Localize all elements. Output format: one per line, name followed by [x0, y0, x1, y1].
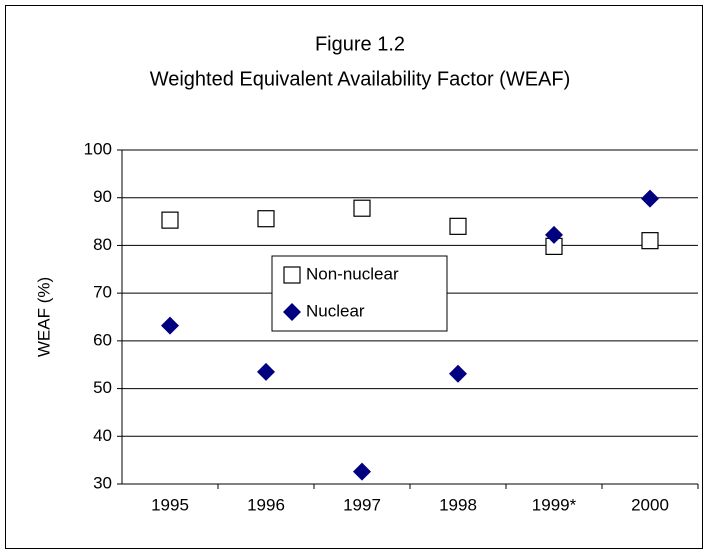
x-tick-label: 1996 — [247, 495, 285, 514]
data-point — [257, 362, 275, 381]
data-point — [257, 210, 275, 228]
y-tick-label: 30 — [93, 473, 112, 492]
legend-label: Non-nuclear — [306, 264, 399, 283]
data-point — [641, 232, 659, 250]
x-tick-label: 2000 — [631, 495, 669, 514]
y-tick-label: 40 — [93, 426, 112, 445]
legend-label: Nuclear — [306, 301, 365, 320]
data-point — [641, 189, 659, 208]
y-axis-label: WEAF (%) — [34, 277, 53, 357]
data-point — [353, 462, 371, 481]
chart-title: Figure 1.2 — [315, 33, 405, 55]
chart-subtitle: Weighted Equivalent Availability Factor … — [150, 68, 571, 90]
legend-box — [271, 255, 448, 332]
x-tick-label: 1998 — [439, 495, 477, 514]
y-tick-label: 90 — [93, 187, 112, 206]
x-tick-label: 1999* — [532, 495, 577, 514]
legend-marker — [283, 266, 301, 284]
y-tick-label: 70 — [93, 283, 112, 302]
y-tick-label: 80 — [93, 235, 112, 254]
y-tick-label: 50 — [93, 378, 112, 397]
data-point — [449, 217, 467, 235]
data-point — [449, 364, 467, 383]
data-point — [353, 199, 371, 217]
x-tick-label: 1997 — [343, 495, 381, 514]
x-tick-label: 1995 — [151, 495, 189, 514]
data-point — [545, 225, 563, 244]
data-point — [161, 316, 179, 335]
y-tick-label: 100 — [84, 139, 112, 158]
y-tick-label: 60 — [93, 330, 112, 349]
legend-marker — [283, 303, 301, 321]
data-point — [161, 211, 179, 229]
